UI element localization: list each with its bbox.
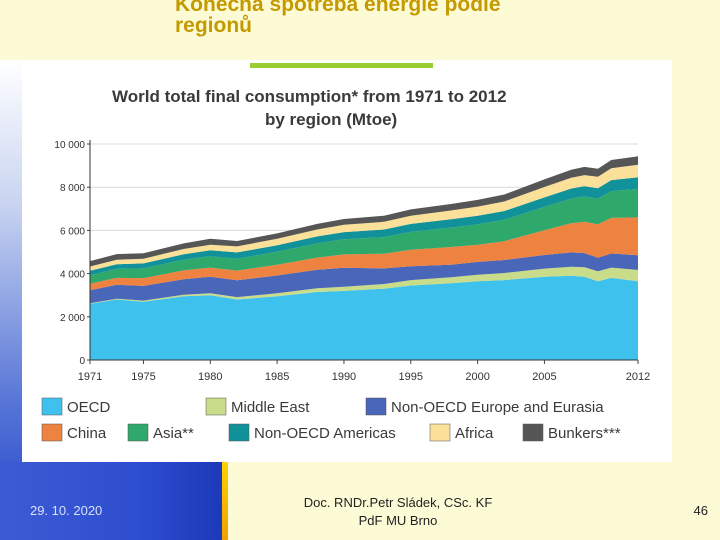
x-tick-label: 2005 bbox=[532, 371, 556, 383]
legend-label-non-oecd-europe-and-eurasia: Non-OECD Europe and Eurasia bbox=[391, 399, 604, 416]
x-tick-label: 2000 bbox=[465, 371, 489, 383]
x-tick-label: 1971 bbox=[78, 371, 102, 383]
legend-label-asia: Asia** bbox=[153, 425, 194, 442]
y-tick-label: 10 000 bbox=[54, 140, 85, 151]
legend-swatch-non-oecd-europe-and-eurasia bbox=[365, 397, 387, 416]
slide-title-line-1: Konečná spotřeba energie podle bbox=[175, 0, 501, 16]
legend-label-africa: Africa bbox=[455, 425, 494, 442]
y-tick-label: 0 bbox=[79, 356, 85, 367]
area-series-bunkers bbox=[90, 156, 638, 267]
footer-author-line-2: PdF MU Brno bbox=[358, 513, 438, 528]
x-tick-label: 1985 bbox=[265, 371, 289, 383]
legend-swatch-non-oecd-americas bbox=[228, 423, 250, 442]
legend-label-bunkers: Bunkers*** bbox=[548, 425, 621, 442]
area-series-non-oecd-americas bbox=[90, 177, 638, 276]
legend-swatch-middle-east bbox=[205, 397, 227, 416]
y-tick-label: 6 000 bbox=[60, 226, 85, 237]
chart-title-line-1: World total final consumption* from 1971… bbox=[112, 87, 507, 106]
footer-blue-band bbox=[0, 462, 228, 540]
chart-panel: 0 2 000 4 000 6 000 8 000 10 000 1971 1975 1980 1… bbox=[22, 60, 672, 462]
footer-date: 29. 10. 2020 bbox=[30, 503, 103, 518]
x-tick-label: 1975 bbox=[131, 371, 155, 383]
x-tick-label: 1980 bbox=[198, 371, 222, 383]
area-series-china bbox=[90, 217, 638, 291]
y-tick-label: 8 000 bbox=[60, 183, 85, 194]
legend-swatch-oecd bbox=[41, 397, 63, 416]
legend-label-china: China bbox=[67, 425, 107, 442]
x-tick-label: 1995 bbox=[399, 371, 423, 383]
x-tick-label: 1990 bbox=[332, 371, 356, 383]
legend-swatch-asia bbox=[127, 423, 149, 442]
chart-svg: 0 2 000 4 000 6 000 8 000 10 000 1971 1975 1980 1… bbox=[41, 87, 650, 442]
slide-title: Konečná spotřeba energie podle regionů bbox=[175, 0, 695, 36]
y-tick-label: 4 000 bbox=[60, 270, 85, 281]
legend-swatch-africa bbox=[429, 423, 451, 442]
chart-title-line-2: by region (Mtoe) bbox=[265, 110, 397, 129]
area-series-middle-east bbox=[90, 266, 638, 304]
legend-swatch-china bbox=[41, 423, 63, 442]
legend-label-non-oecd-americas: Non-OECD Americas bbox=[254, 425, 396, 442]
area-series-oecd bbox=[90, 275, 638, 360]
footer-author-line-1: Doc. RNDr.Petr Sládek, CSc. KF bbox=[303, 495, 493, 510]
title-accent-line bbox=[250, 63, 433, 68]
area-series-non-oecd-europe-and-eurasia bbox=[90, 252, 638, 304]
page-number: 46 bbox=[693, 503, 708, 518]
legend-label-middle-east: Middle East bbox=[231, 399, 310, 416]
legend-swatch-bunkers bbox=[522, 423, 544, 442]
footer-author: Doc. RNDr.Petr Sládek, CSc. KF PdF MU Br… bbox=[268, 494, 528, 530]
x-tick-label: 2012 bbox=[626, 371, 650, 383]
y-tick-label: 2 000 bbox=[60, 313, 85, 324]
legend-label-oecd: OECD bbox=[67, 399, 111, 416]
slide-title-line-2: regionů bbox=[175, 14, 252, 37]
left-decorative-bar bbox=[0, 60, 22, 540]
area-series-asia bbox=[90, 188, 638, 284]
area-series-africa bbox=[90, 164, 638, 271]
